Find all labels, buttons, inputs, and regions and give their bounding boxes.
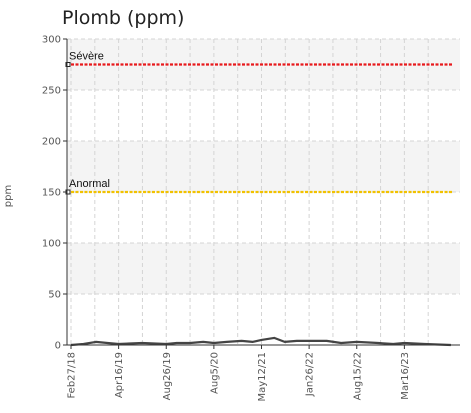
x-tick-label: May12/21 (257, 352, 268, 402)
threshold-label: Sévère (69, 51, 104, 63)
background-band (67, 243, 460, 294)
threshold-label: Anormal (69, 178, 110, 190)
threshold-marker (65, 62, 71, 67)
x-tick-label: Apr16/19 (114, 352, 125, 398)
y-tick-label: 300 (42, 35, 61, 46)
y-tick-label: 150 (42, 188, 61, 199)
y-axis-title: ppm (3, 185, 14, 207)
chart-title: Plomb (ppm) (62, 7, 185, 29)
threshold-lines: Sévère Anormal (65, 51, 452, 195)
x-tick-label: Jan26/22 (305, 352, 316, 397)
y-tick-label: 50 (48, 290, 61, 301)
x-tick-labels: Feb27/18 Apr16/19 Aug26/19 Aug5/20 May12/21 J… (67, 352, 411, 402)
x-tick-label: Feb27/18 (67, 352, 78, 399)
background-band (67, 141, 460, 192)
y-tick-label: 100 (42, 239, 61, 250)
y-tick-label: 200 (42, 137, 61, 148)
y-tick-label: 250 (42, 86, 61, 97)
y-tick-label: 0 (55, 341, 61, 352)
x-tick-label: Mar16/23 (400, 352, 411, 400)
data-series (70, 336, 451, 347)
x-tick-label: Aug26/19 (162, 352, 173, 400)
x-tick-label: Aug5/20 (209, 352, 220, 394)
background-bands (67, 39, 460, 294)
axes (63, 38, 460, 349)
vertical-gridlines (70, 39, 429, 345)
series-line (70, 336, 451, 347)
y-tick-labels: 0 50 100 150 200 250 300 (42, 35, 61, 352)
x-tick-label: Aug15/22 (352, 352, 363, 400)
